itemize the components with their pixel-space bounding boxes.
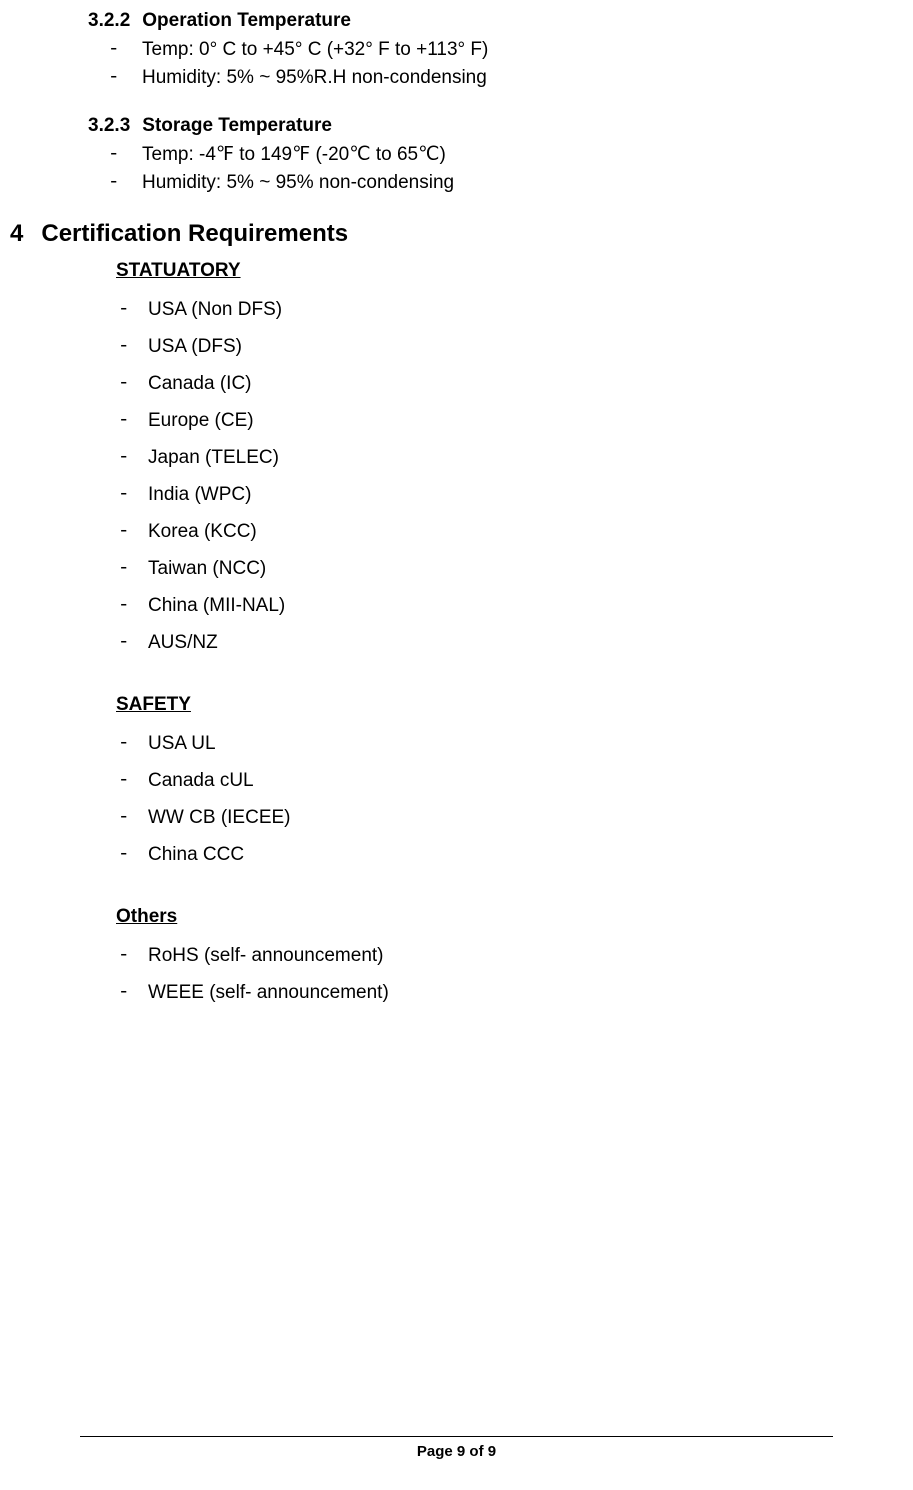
list-item: Canada cUL [118,771,833,790]
list-item: Humidity: 5% ~ 95% non-condensing [108,169,833,197]
statutory-list: USA (Non DFS) USA (DFS) Canada (IC) Euro… [118,300,833,652]
list-item: Temp: -4℉ to 149℉ (-20℃ to 65℃) [108,141,833,169]
section-323-title: Storage Temperature [142,115,332,136]
others-heading: Others [116,906,833,928]
list-item: RoHS (self- announcement) [118,946,833,965]
section-322-title: Operation Temperature [142,10,351,31]
page-content: 3.2.2 Operation Temperature Temp: 0° C to… [0,0,913,1002]
section-322-heading: 3.2.2 Operation Temperature [88,10,833,32]
list-item: AUS/NZ [118,633,833,652]
section-4-title: Certification Requirements [41,220,348,247]
list-item: Humidity: 5% ~ 95%R.H non-condensing [108,64,833,92]
list-item: WEEE (self- announcement) [118,983,833,1002]
list-item: Europe (CE) [118,411,833,430]
list-item: USA (Non DFS) [118,300,833,319]
section-323-number: 3.2.3 [88,115,130,137]
list-item: Temp: 0° C to +45° C (+32° F to +113° F) [108,36,833,64]
list-item: India (WPC) [118,485,833,504]
others-list: RoHS (self- announcement) WEEE (self- an… [118,946,833,1002]
section-4-heading: 4 Certification Requirements [10,220,833,248]
safety-heading: SAFETY [116,694,833,716]
page-footer: Page 9 of 9 [80,1436,833,1460]
section-322-list: Temp: 0° C to +45° C (+32° F to +113° F)… [108,36,833,91]
list-item: Korea (KCC) [118,522,833,541]
list-item: China (MII-NAL) [118,596,833,615]
list-item: China CCC [118,845,833,864]
list-item: WW CB (IECEE) [118,808,833,827]
list-item: Canada (IC) [118,374,833,393]
section-322-number: 3.2.2 [88,10,130,32]
statutory-heading: STATUATORY [116,260,833,282]
safety-list: USA UL Canada cUL WW CB (IECEE) China CC… [118,734,833,864]
section-323-list: Temp: -4℉ to 149℉ (-20℃ to 65℃) Humidity… [108,141,833,196]
page-number: Page 9 of 9 [417,1443,496,1460]
list-item: Japan (TELEC) [118,448,833,467]
list-item: USA UL [118,734,833,753]
section-323-heading: 3.2.3 Storage Temperature [88,115,833,137]
list-item: Taiwan (NCC) [118,559,833,578]
list-item: USA (DFS) [118,337,833,356]
section-4-number: 4 [10,220,23,248]
